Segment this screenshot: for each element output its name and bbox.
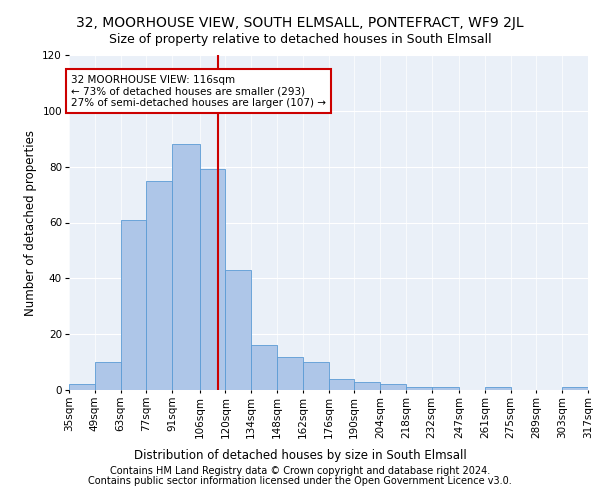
Bar <box>172 144 200 390</box>
Bar <box>329 379 354 390</box>
Bar <box>562 387 588 390</box>
Bar <box>121 220 146 390</box>
Bar <box>485 387 511 390</box>
Text: Contains public sector information licensed under the Open Government Licence v3: Contains public sector information licen… <box>88 476 512 486</box>
Text: Size of property relative to detached houses in South Elmsall: Size of property relative to detached ho… <box>109 32 491 46</box>
Bar <box>431 387 459 390</box>
Text: 32, MOORHOUSE VIEW, SOUTH ELMSALL, PONTEFRACT, WF9 2JL: 32, MOORHOUSE VIEW, SOUTH ELMSALL, PONTE… <box>76 16 524 30</box>
Bar <box>380 384 406 390</box>
Bar <box>146 180 172 390</box>
Bar <box>226 270 251 390</box>
Bar <box>406 387 431 390</box>
Bar <box>95 362 121 390</box>
Bar <box>354 382 380 390</box>
Bar <box>69 384 95 390</box>
Bar <box>200 170 226 390</box>
Bar <box>277 356 303 390</box>
Bar <box>251 346 277 390</box>
Y-axis label: Number of detached properties: Number of detached properties <box>24 130 37 316</box>
Text: Distribution of detached houses by size in South Elmsall: Distribution of detached houses by size … <box>134 450 466 462</box>
Text: 32 MOORHOUSE VIEW: 116sqm
← 73% of detached houses are smaller (293)
27% of semi: 32 MOORHOUSE VIEW: 116sqm ← 73% of detac… <box>71 74 326 108</box>
Bar <box>303 362 329 390</box>
Text: Contains HM Land Registry data © Crown copyright and database right 2024.: Contains HM Land Registry data © Crown c… <box>110 466 490 476</box>
